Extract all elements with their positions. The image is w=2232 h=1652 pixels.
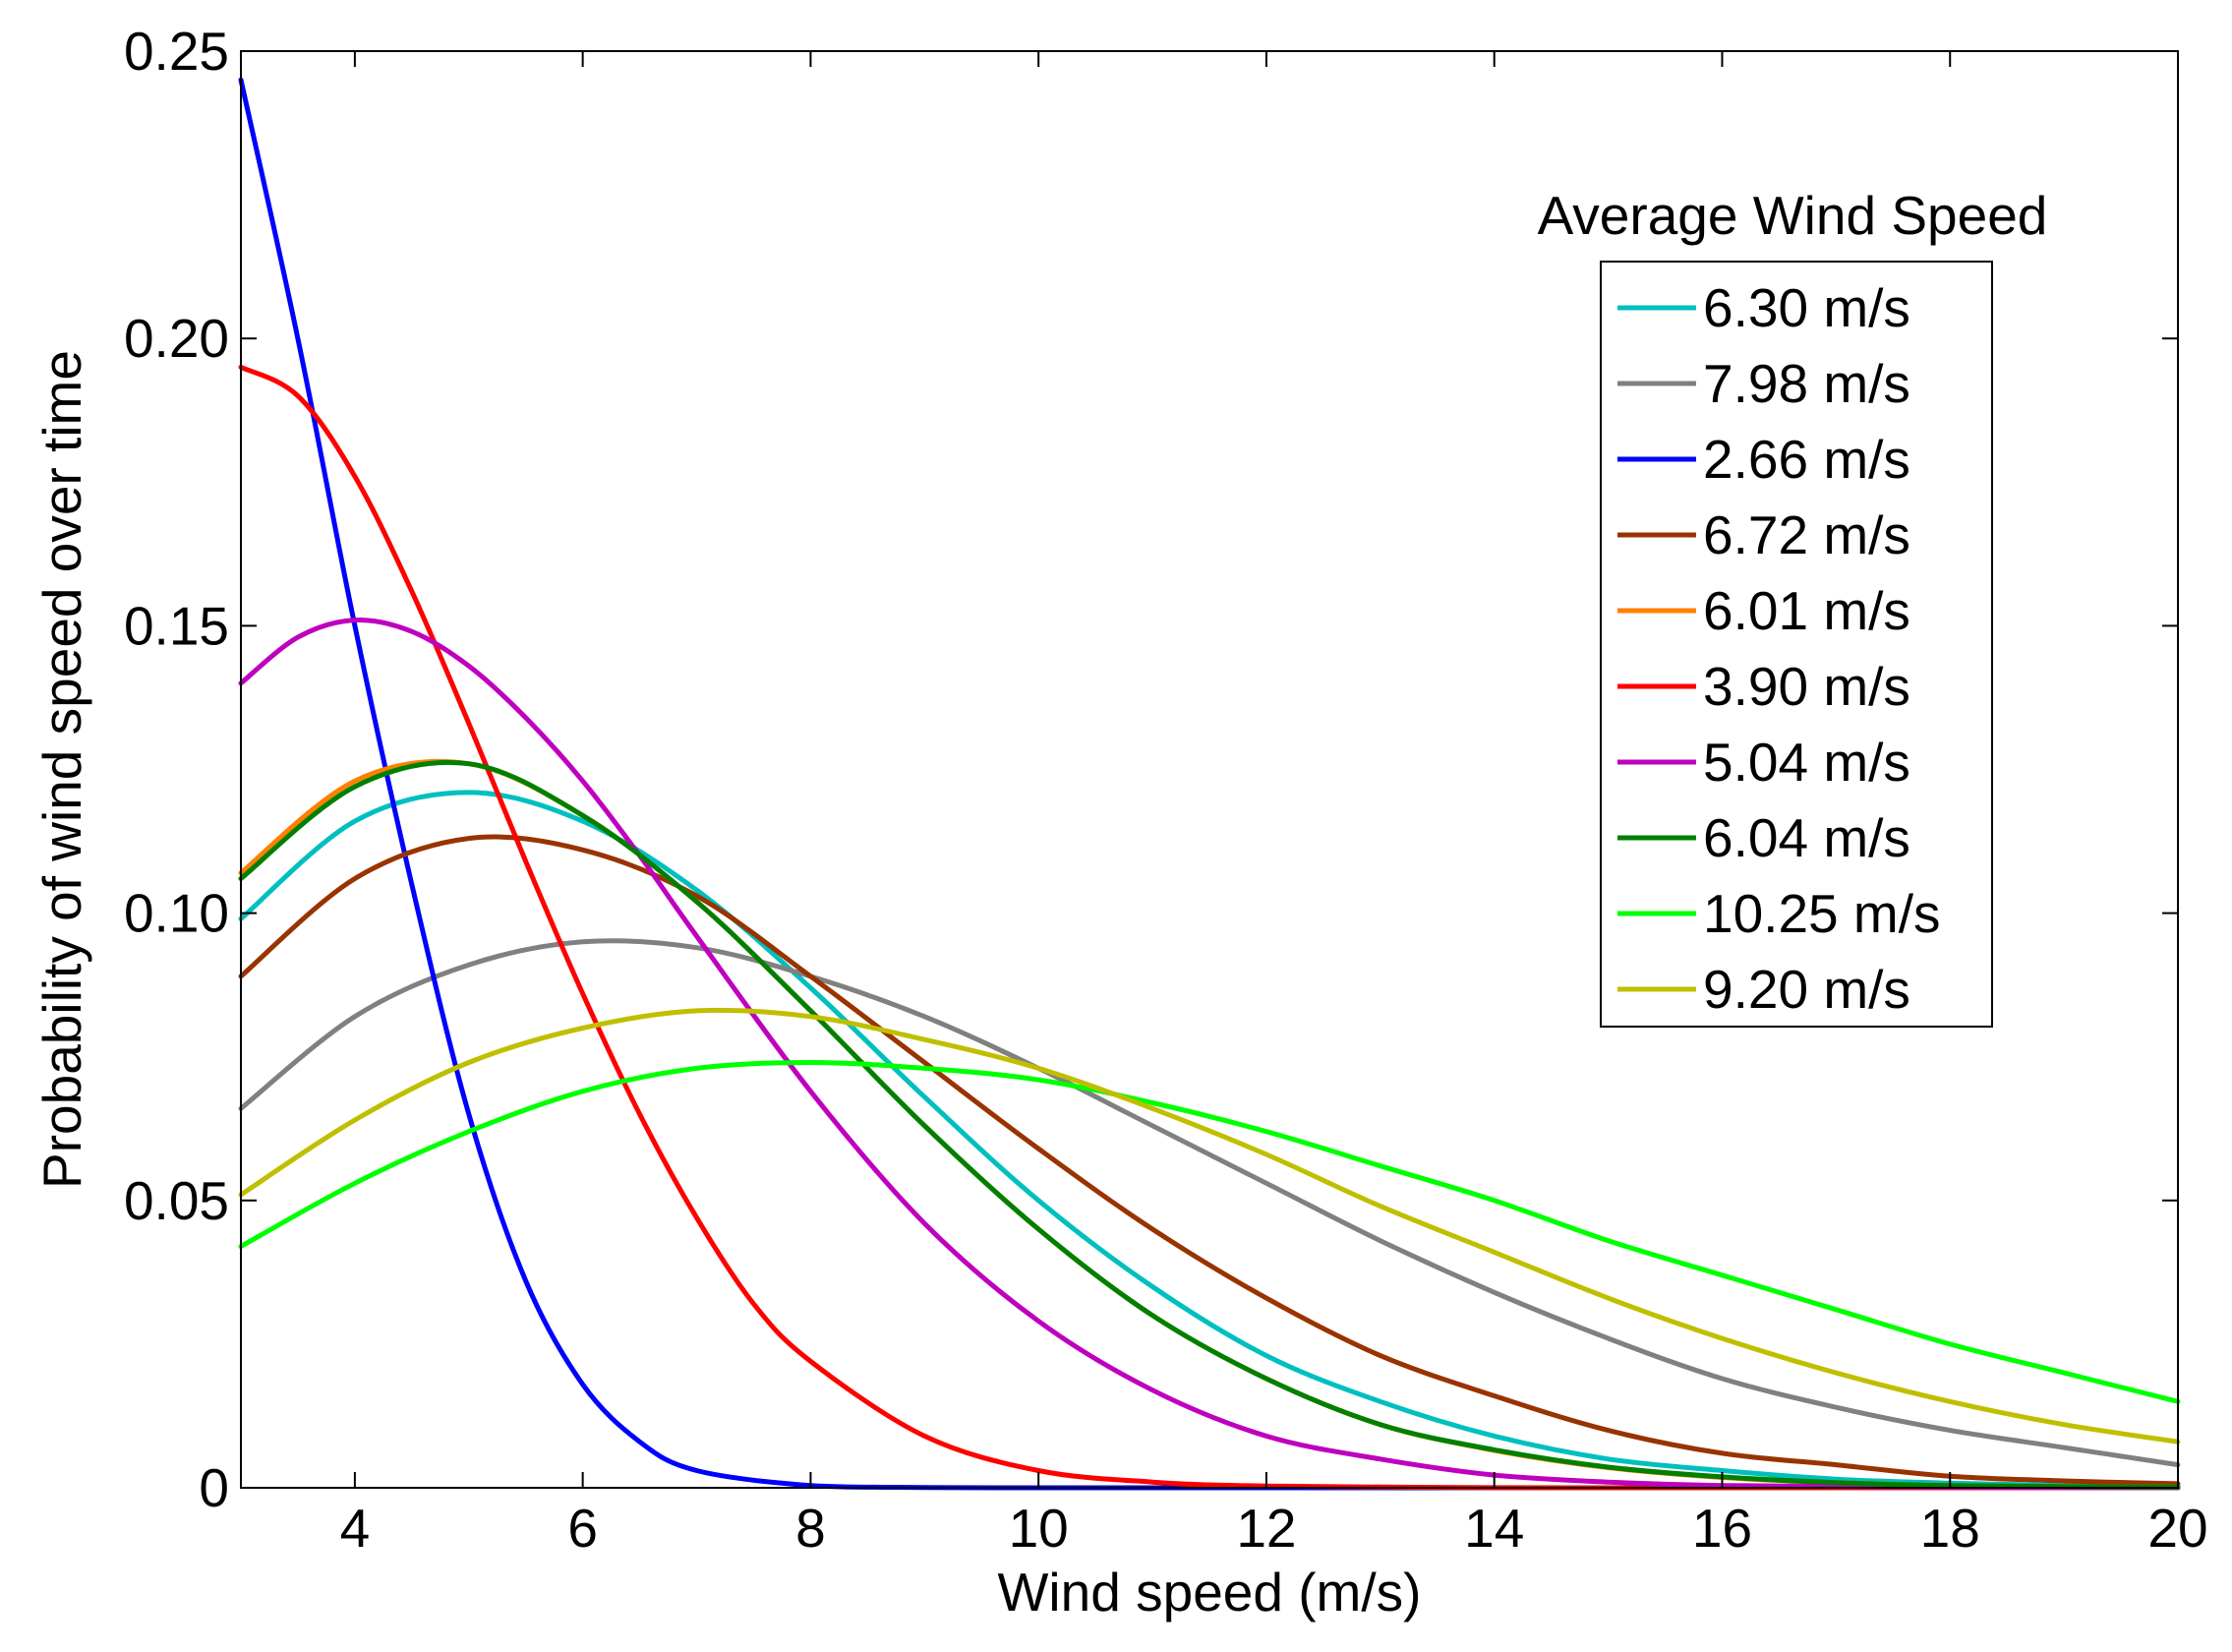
- x-tick-label: 6: [567, 1498, 598, 1559]
- legend-item: 6.72 m/s: [1617, 504, 1910, 565]
- legend-label: 3.90 m/s: [1703, 656, 1910, 717]
- legend-label: 2.66 m/s: [1703, 429, 1910, 490]
- x-tick-label: 12: [1236, 1498, 1296, 1559]
- series-line-6-30-m-s: [238, 790, 2181, 1490]
- legend-label: 6.72 m/s: [1703, 504, 1910, 565]
- x-axis-title: Wind speed (m/s): [998, 1562, 1422, 1622]
- legend: 6.30 m/s 7.98 m/s 2.66 m/s 6.72 m/s 6.01 m/s…: [1600, 261, 1993, 1028]
- series-line-10-25-m-s: [238, 1060, 2181, 1404]
- axes-frame: [240, 50, 2179, 1489]
- legend-item: 6.01 m/s: [1617, 580, 1910, 641]
- legend-item: 5.04 m/s: [1617, 732, 1910, 793]
- y-axis-title: Probability of wind speed over time: [31, 350, 92, 1189]
- x-tick-label: 10: [1009, 1498, 1069, 1559]
- y-tick-label: 0.10: [124, 883, 229, 944]
- series-line-9-20-m-s: [238, 1007, 2181, 1445]
- legend-label: 9.20 m/s: [1703, 959, 1910, 1020]
- y-tick-label: 0.05: [124, 1170, 229, 1231]
- x-tick-label: 4: [340, 1498, 371, 1559]
- series-line-5-04-m-s: [238, 617, 2181, 1491]
- series-line-6-04-m-s: [238, 759, 2181, 1490]
- x-tick-label: 16: [1692, 1498, 1752, 1559]
- legend-item: 10.25 m/s: [1617, 883, 1941, 944]
- x-tick-label: 14: [1464, 1498, 1524, 1559]
- x-tick-label: 8: [795, 1498, 826, 1559]
- legend-label: 6.04 m/s: [1703, 807, 1910, 868]
- y-tick-label: 0: [199, 1457, 229, 1518]
- legend-label: 5.04 m/s: [1703, 732, 1910, 793]
- legend-item: 6.04 m/s: [1617, 807, 1910, 868]
- y-tick-label: 0.15: [124, 595, 229, 656]
- legend-item: 9.20 m/s: [1617, 959, 1910, 1020]
- legend-item: 3.90 m/s: [1617, 656, 1910, 717]
- series-line-6-72-m-s: [238, 834, 2181, 1487]
- x-tick-label: 20: [2147, 1498, 2207, 1559]
- y-tick-label: 0.20: [124, 308, 229, 369]
- legend-label: 7.98 m/s: [1703, 353, 1910, 414]
- x-tick-label: 18: [1920, 1498, 1980, 1559]
- legend-label: 6.01 m/s: [1703, 580, 1910, 641]
- legend-box: [1600, 261, 1993, 1028]
- legend-item: 2.66 m/s: [1617, 429, 1910, 490]
- legend-title: Average Wind Speed: [1538, 185, 2048, 246]
- y-tick-label: 0.25: [124, 21, 229, 82]
- series-layer: [238, 77, 2181, 1491]
- legend-label: 10.25 m/s: [1703, 883, 1941, 944]
- legend-label: 6.30 m/s: [1703, 277, 1910, 338]
- axes: 4 6 8 10 12 14 16 18 20 0 0.05 0.10 0.15 0.20 0.25: [124, 21, 2208, 1559]
- legend-item: 7.98 m/s: [1617, 353, 1910, 414]
- legend-item: 6.30 m/s: [1617, 277, 1910, 338]
